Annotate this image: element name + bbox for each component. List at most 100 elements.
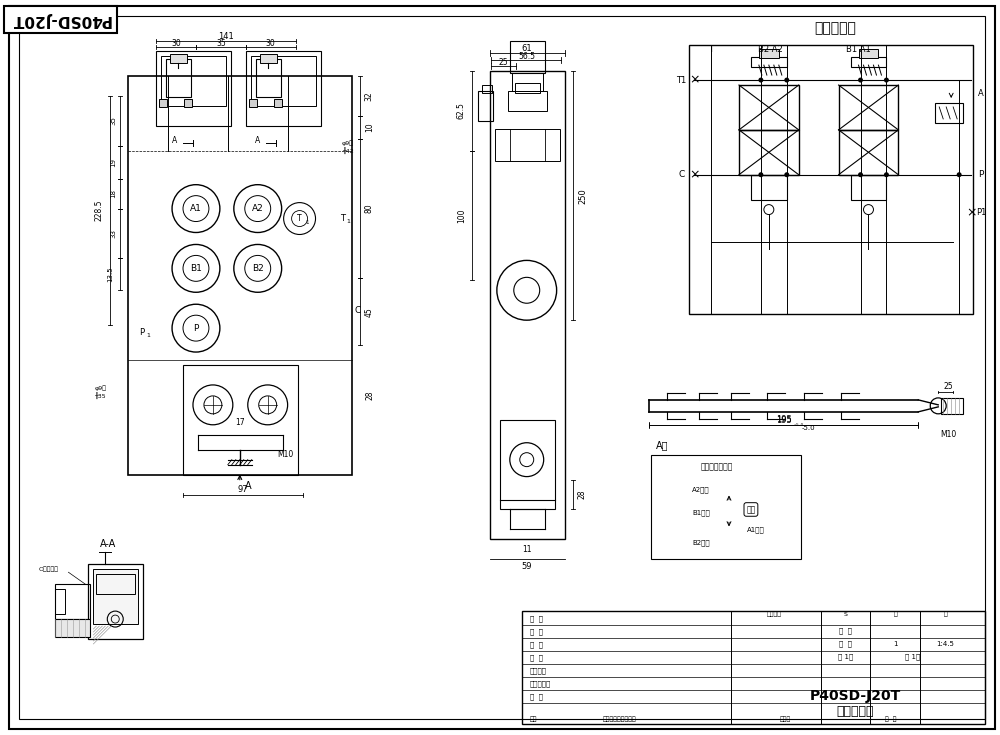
Text: A向: A向 (656, 440, 669, 450)
Text: 18: 18 (110, 189, 116, 198)
Text: 228.5: 228.5 (95, 200, 104, 221)
Text: 1: 1 (306, 220, 309, 225)
Text: 30: 30 (171, 39, 181, 48)
Text: 液压原理图: 液压原理图 (815, 21, 857, 35)
Text: φ9孔: φ9孔 (94, 385, 106, 391)
Text: M10: M10 (278, 450, 294, 459)
Text: 62.5: 62.5 (456, 102, 465, 119)
Text: 59: 59 (521, 562, 532, 571)
Text: 13.5: 13.5 (107, 267, 113, 282)
Bar (651, 455, 801, 559)
Text: 比  例: 比 例 (839, 628, 852, 634)
Text: 1: 1 (146, 333, 150, 337)
Text: 35: 35 (216, 39, 226, 48)
Text: M10: M10 (940, 430, 956, 440)
Bar (260, 54, 277, 63)
Text: T: T (297, 214, 302, 223)
Text: P40SD-J20T: P40SD-J20T (10, 12, 111, 26)
Text: T1: T1 (676, 76, 686, 85)
Text: 标准化检查: 标准化检查 (530, 681, 551, 687)
Bar (495, 129, 560, 161)
Text: 上: 上 (894, 612, 897, 617)
Bar (93, 569, 138, 624)
Text: 28: 28 (366, 390, 375, 400)
Bar (478, 91, 493, 121)
Text: 45: 45 (365, 306, 374, 317)
Text: 10: 10 (365, 123, 374, 132)
Circle shape (884, 172, 889, 177)
Bar (256, 59, 281, 97)
Text: A: A (172, 136, 178, 146)
Bar (96, 574, 135, 594)
Text: B2 A2: B2 A2 (758, 45, 783, 54)
Text: ×: × (689, 168, 699, 182)
Text: 100: 100 (457, 208, 466, 223)
Text: 11: 11 (522, 545, 531, 554)
Text: 二联多路阀: 二联多路阀 (837, 705, 874, 718)
Bar (759, 49, 779, 58)
Text: 标记: 标记 (530, 716, 537, 722)
Text: 1: 1 (893, 641, 898, 647)
Bar (751, 175, 787, 200)
Bar (941, 398, 963, 414)
Text: 35: 35 (110, 116, 116, 126)
Bar (839, 130, 898, 175)
Text: 1: 1 (346, 219, 350, 224)
Text: P: P (193, 323, 199, 333)
Bar (161, 56, 226, 106)
Bar (515, 83, 540, 93)
Text: 校  对: 校 对 (530, 655, 543, 662)
Bar (128, 76, 352, 475)
Text: 设  计: 设 计 (530, 616, 543, 623)
Bar (751, 57, 787, 67)
Circle shape (784, 172, 789, 177)
Text: 下: 下 (943, 612, 947, 617)
Bar (839, 85, 898, 130)
Text: 33: 33 (110, 229, 116, 238)
Text: -5.0: -5.0 (802, 425, 816, 431)
Bar (159, 99, 167, 107)
Text: 1:4.5: 1:4.5 (936, 641, 954, 647)
Text: 17: 17 (235, 418, 245, 427)
Text: B1: B1 (190, 264, 202, 273)
Text: ⁻⁵⋅⁰: ⁻⁵⋅⁰ (794, 424, 804, 429)
Text: A1出油: A1出油 (747, 526, 765, 533)
Text: φ9孔: φ9孔 (341, 140, 353, 146)
Bar (500, 420, 555, 509)
Text: A: A (978, 88, 984, 98)
Text: ╂42: ╂42 (342, 147, 353, 154)
Text: 第 1张: 第 1张 (905, 653, 920, 660)
Circle shape (758, 78, 763, 82)
Bar (274, 99, 282, 107)
Text: P40SD-J20T: P40SD-J20T (810, 689, 901, 703)
Bar (55, 589, 65, 614)
Bar (156, 51, 231, 126)
Text: P1: P1 (976, 208, 986, 217)
Bar (851, 175, 886, 200)
Text: 25: 25 (943, 382, 953, 392)
Text: 按二按制方式：: 按二按制方式： (701, 462, 733, 471)
Bar (166, 59, 191, 97)
Bar (510, 41, 545, 73)
Text: 19: 19 (110, 158, 116, 167)
Circle shape (784, 78, 789, 82)
Text: 32: 32 (365, 91, 374, 101)
Text: 更改人: 更改人 (780, 716, 791, 722)
Text: B1出油: B1出油 (692, 509, 710, 516)
Text: O圈密封圈: O圈密封圈 (39, 567, 59, 572)
Text: 手动: 手动 (746, 505, 756, 514)
Bar (935, 103, 963, 123)
Text: 80: 80 (365, 204, 374, 213)
Text: S: S (844, 612, 848, 617)
Bar (251, 56, 316, 106)
Bar (88, 564, 143, 639)
Text: A1: A1 (190, 204, 202, 213)
Circle shape (858, 172, 863, 177)
Text: ×: × (689, 74, 699, 87)
Text: B2: B2 (252, 264, 264, 273)
Text: B1 A1: B1 A1 (846, 45, 871, 54)
Bar (249, 99, 257, 107)
Text: 图样代号: 图样代号 (766, 612, 781, 617)
Text: 历次修改内容和原因: 历次修改内容和原因 (603, 716, 636, 722)
Circle shape (858, 78, 863, 82)
